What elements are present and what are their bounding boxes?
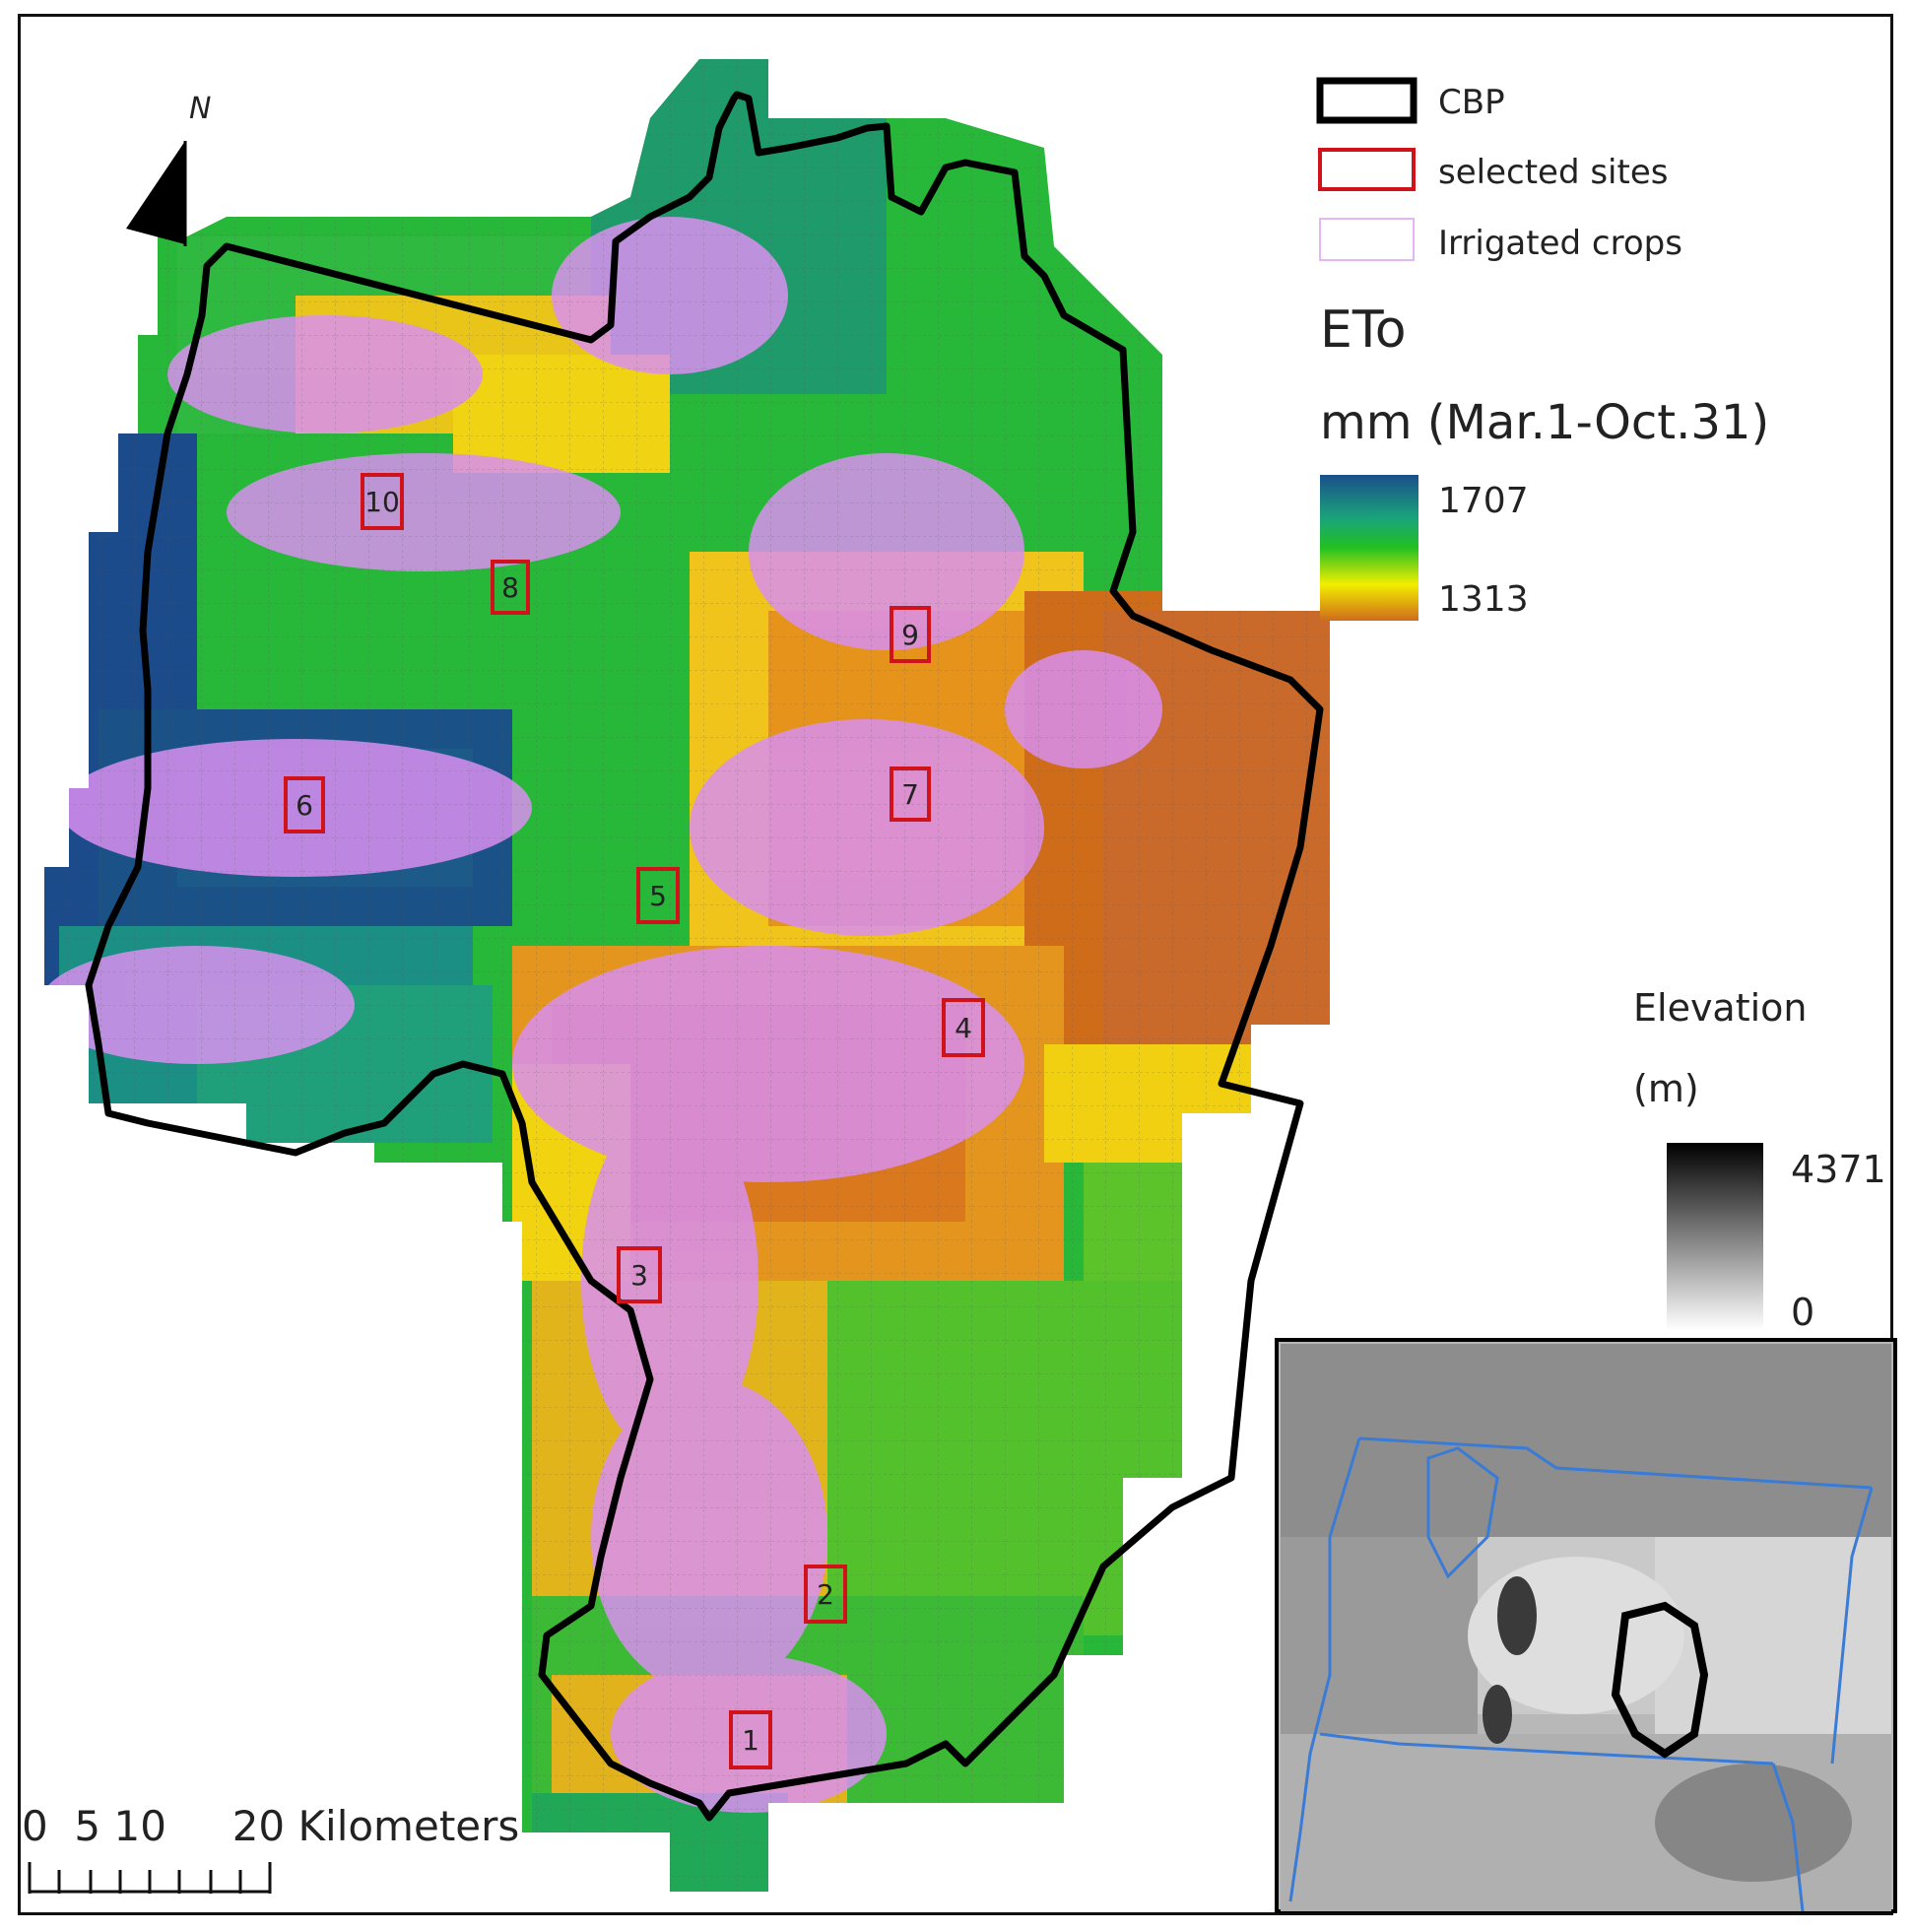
site-label: 8 bbox=[501, 571, 519, 604]
site-label: 9 bbox=[901, 619, 919, 651]
site-label: 5 bbox=[649, 880, 667, 912]
legend-cbp-label: CBP bbox=[1438, 83, 1505, 122]
eto-min-label: 1313 bbox=[1438, 579, 1529, 620]
cbp-swatch-icon bbox=[1316, 77, 1418, 124]
site-label: 4 bbox=[955, 1012, 972, 1044]
site-box-5[interactable]: 5 bbox=[636, 867, 680, 924]
north-arrow: N bbox=[126, 92, 211, 246]
elevation-colorbar bbox=[1667, 1143, 1763, 1330]
site-label: 1 bbox=[742, 1724, 759, 1757]
site-box-4[interactable]: 4 bbox=[942, 998, 985, 1057]
site-box-3[interactable]: 3 bbox=[617, 1246, 662, 1303]
north-arrow-icon bbox=[126, 141, 185, 244]
inset-map bbox=[1275, 1338, 1897, 1913]
site-box-9[interactable]: 9 bbox=[890, 606, 931, 663]
site-box-8[interactable]: 8 bbox=[491, 560, 530, 615]
scale-bar: 0 5 10 20 Kilometers bbox=[22, 1802, 519, 1894]
legend: CBP selected sites Irrigated crops ETo m… bbox=[1316, 77, 1769, 621]
eto-units: mm (Mar.1-Oct.31) bbox=[1320, 395, 1769, 450]
eto-max-label: 1707 bbox=[1438, 481, 1529, 521]
site-box-2[interactable]: 2 bbox=[804, 1565, 847, 1624]
legend-irrigated-label: Irrigated crops bbox=[1438, 224, 1682, 263]
site-label: 10 bbox=[364, 486, 400, 518]
site-label: 2 bbox=[817, 1578, 834, 1611]
eto-colorbar bbox=[1320, 475, 1418, 621]
elevation-min-label: 0 bbox=[1791, 1291, 1814, 1334]
north-label: N bbox=[189, 92, 211, 126]
elevation-max-label: 4371 bbox=[1791, 1148, 1886, 1191]
legend-sites-label: selected sites bbox=[1438, 153, 1668, 192]
site-label: 6 bbox=[296, 789, 313, 822]
site-label: 7 bbox=[901, 778, 919, 811]
site-box-1[interactable]: 1 bbox=[729, 1710, 772, 1769]
site-label: 3 bbox=[630, 1259, 648, 1292]
elevation-title: Elevation bbox=[1633, 986, 1808, 1030]
irrigated-crops-swatch-icon bbox=[1319, 218, 1415, 261]
scale-bar-label: 0 5 10 20 Kilometers bbox=[22, 1802, 519, 1850]
site-box-6[interactable]: 6 bbox=[284, 776, 325, 833]
site-box-10[interactable]: 10 bbox=[361, 473, 404, 530]
elevation-legend: Elevation (m) 4371 0 bbox=[1633, 986, 1886, 1334]
selected-sites-swatch-icon bbox=[1318, 148, 1416, 191]
site-box-7[interactable]: 7 bbox=[890, 766, 931, 822]
cbp-boundary bbox=[85, 91, 1324, 1822]
elevation-units: (m) bbox=[1633, 1067, 1699, 1110]
selected-sites-layer: 10 8 9 6 7 5 4 3 2 1 bbox=[284, 473, 985, 1769]
eto-title: ETo bbox=[1320, 300, 1407, 360]
